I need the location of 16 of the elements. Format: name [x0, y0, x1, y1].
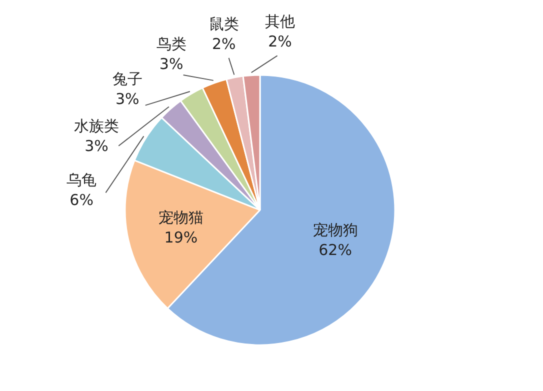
slice-label: 宠物狗 — [312, 220, 358, 239]
slice-label: 水族类 — [74, 116, 119, 135]
data-label: 6% — [70, 190, 94, 209]
data-label: 3% — [84, 136, 108, 155]
data-label: 2% — [212, 35, 236, 54]
slice-label: 宠物猫 — [158, 208, 204, 227]
data-label: 3% — [116, 90, 140, 108]
data-label: 3% — [159, 54, 184, 73]
data-label: 19% — [164, 228, 198, 247]
slice-label: 鸟类 — [156, 34, 186, 53]
data-label: 62% — [318, 240, 352, 259]
slice-label: 鼠类 — [208, 15, 239, 34]
data-label: 2% — [268, 32, 292, 51]
slice-label: 其他 — [265, 12, 296, 31]
slice-label: 兔子 — [112, 70, 142, 88]
slice-label: 乌龟 — [66, 170, 97, 189]
